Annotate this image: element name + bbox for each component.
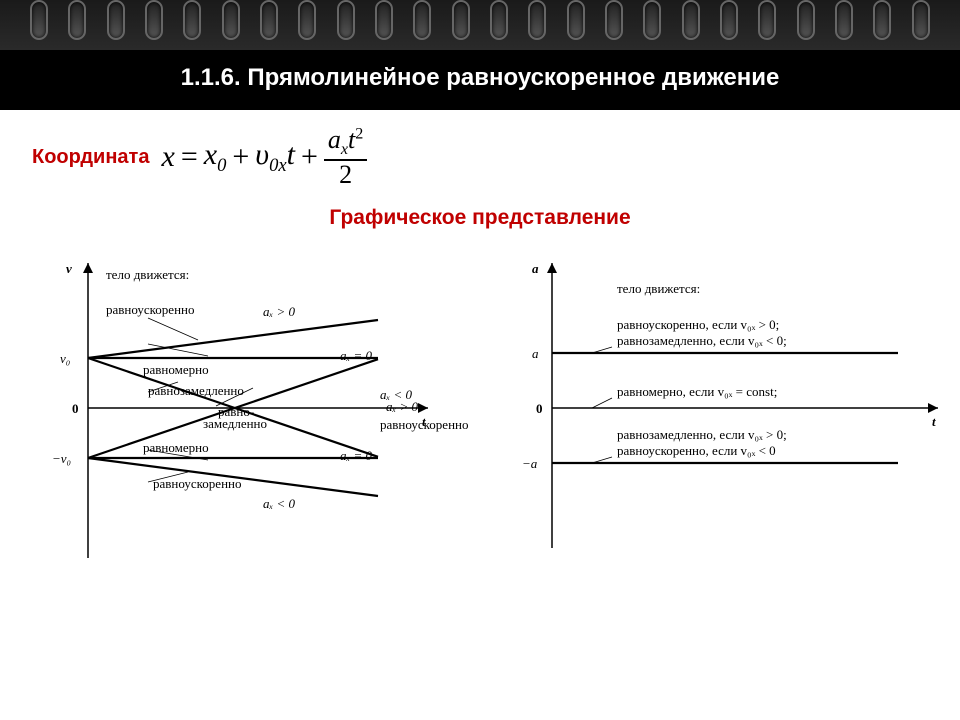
ring — [643, 0, 661, 40]
svg-text:a: a — [532, 261, 539, 276]
header: 1.1.6. Прямолинейное равноускоренное дви… — [0, 0, 960, 110]
ring — [260, 0, 278, 40]
svg-text:равноускоренно, если v₀ₓ < 0: равноускоренно, если v₀ₓ < 0 — [617, 443, 776, 458]
svg-text:aₓ < 0: aₓ < 0 — [380, 388, 412, 403]
formula-term2-sub: 0x — [269, 155, 287, 176]
formula-row: Координата x = x0 + υ0xt + axt2 2 — [32, 126, 940, 188]
svg-text:равномерно: равномерно — [143, 362, 209, 377]
svg-text:aₓ = 0: aₓ = 0 — [340, 348, 372, 363]
frac-a: a — [328, 125, 341, 154]
formula-term2: υ — [255, 138, 269, 171]
svg-text:равноускоренно, если v₀ₓ > 0;: равноускоренно, если v₀ₓ > 0; — [617, 317, 779, 332]
plus-sign: + — [301, 140, 318, 174]
formula-term1-sub: 0 — [217, 155, 226, 176]
svg-text:равномерно: равномерно — [143, 440, 209, 455]
ring — [873, 0, 891, 40]
ring — [797, 0, 815, 40]
formula-fraction: axt2 2 — [324, 126, 367, 188]
svg-text:−v₀: −v₀ — [52, 451, 71, 466]
svg-text:a: a — [532, 346, 539, 361]
svg-text:равноускоренно: равноускоренно — [380, 417, 468, 432]
formula-term2-var: t — [287, 138, 295, 171]
ring — [912, 0, 930, 40]
svg-text:v: v — [66, 261, 72, 276]
formula-term1: x — [204, 138, 217, 171]
svg-text:t: t — [932, 414, 936, 429]
frac-den: 2 — [335, 161, 356, 188]
ring — [605, 0, 623, 40]
velocity-plot: vt0v₀−v₀тело движется:равноускоренноaₓ >… — [28, 248, 488, 568]
formula-lhs: x — [161, 140, 174, 173]
acceleration-plot: a t 0 a −a тело движется: равноускоренно, если… — [508, 248, 948, 568]
svg-text:−a: −a — [522, 456, 538, 471]
ring — [758, 0, 776, 40]
ring — [835, 0, 853, 40]
frac-a-sub: x — [341, 141, 348, 158]
ring — [222, 0, 240, 40]
svg-text:равнозамедленно, если v₀ₓ < 0;: равнозамедленно, если v₀ₓ < 0; — [617, 333, 787, 348]
svg-text:равноускоренно: равноускоренно — [106, 302, 194, 317]
kinematic-formula: x = x0 + υ0xt + axt2 2 — [161, 126, 367, 188]
equals-sign: = — [181, 140, 198, 174]
ring — [375, 0, 393, 40]
svg-text:равнозамедленно: равнозамедленно — [148, 383, 244, 398]
svg-text:aₓ = 0: aₓ = 0 — [340, 448, 372, 463]
ring — [490, 0, 508, 40]
svg-text:0: 0 — [72, 401, 79, 416]
ring — [30, 0, 48, 40]
ring — [682, 0, 700, 40]
svg-text:равнозамедленно, если v₀ₓ > 0;: равнозамедленно, если v₀ₓ > 0; — [617, 427, 787, 442]
ring — [452, 0, 470, 40]
svg-text:тело движется:: тело движется: — [617, 281, 700, 296]
ring — [68, 0, 86, 40]
svg-text:aₓ > 0: aₓ > 0 — [263, 304, 295, 319]
svg-text:тело движется:: тело движется: — [106, 267, 189, 282]
plots-row: v t 0 v₀ −v₀ тело движется: равноускоренно aₓ >… — [20, 248, 940, 568]
ring — [567, 0, 585, 40]
ring — [183, 0, 201, 40]
ring — [528, 0, 546, 40]
ring — [720, 0, 738, 40]
content-area: Координата x = x0 + υ0xt + axt2 2 Графич… — [0, 110, 960, 568]
frac-t-sup: 2 — [355, 125, 363, 142]
slide-title: 1.1.6. Прямолинейное равноускоренное дви… — [0, 50, 960, 106]
ring — [413, 0, 431, 40]
ring — [145, 0, 163, 40]
graphical-subtitle: Графическое представление — [20, 206, 940, 230]
ring — [107, 0, 125, 40]
svg-text:v₀: v₀ — [60, 351, 70, 366]
svg-text:0: 0 — [536, 401, 543, 416]
svg-text:замедленно: замедленно — [203, 416, 267, 431]
svg-text:aₓ < 0: aₓ < 0 — [263, 496, 295, 511]
svg-text:равноускоренно: равноускоренно — [153, 476, 241, 491]
ring — [337, 0, 355, 40]
svg-text:равномерно, если v₀ₓ = const;: равномерно, если v₀ₓ = const; — [617, 384, 777, 399]
spiral-binding — [0, 0, 960, 50]
ring — [298, 0, 316, 40]
coordinate-label: Координата — [32, 146, 149, 169]
plus-sign: + — [232, 140, 249, 174]
